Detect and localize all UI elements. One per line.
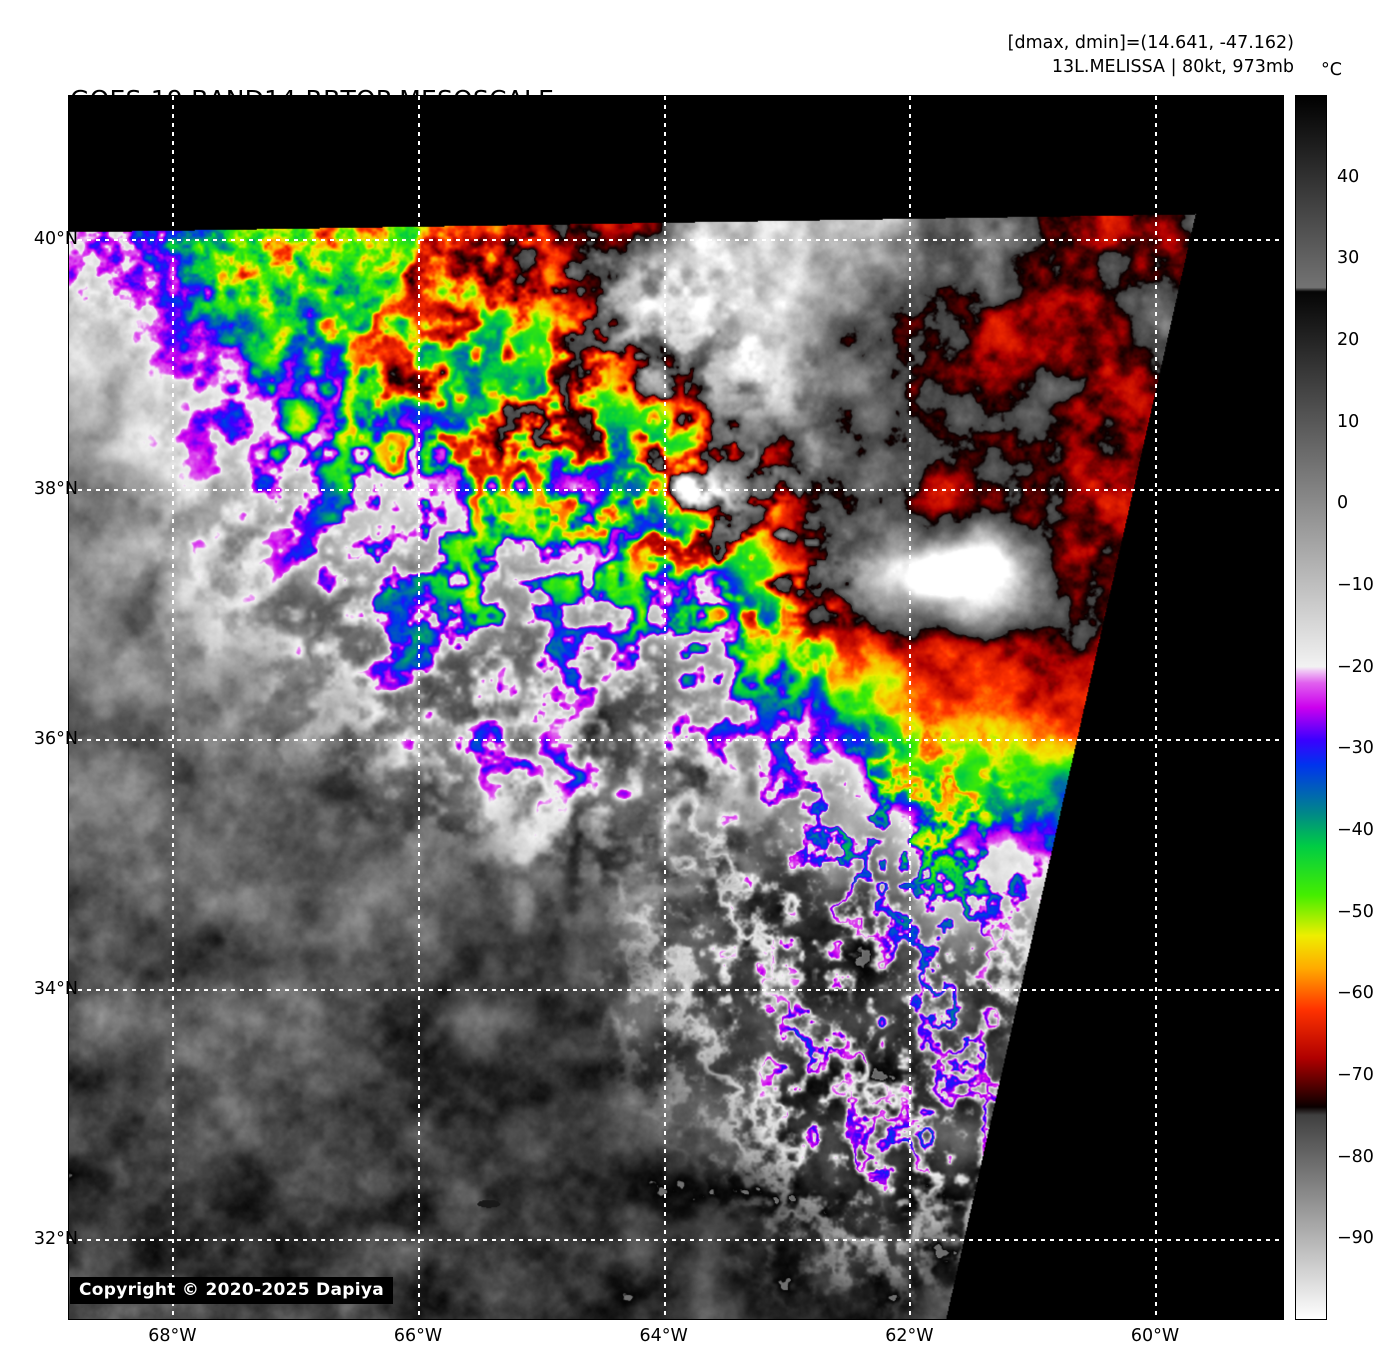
gridline-horizontal — [69, 1238, 1283, 1241]
colorbar-tick-label: −60 — [1337, 983, 1374, 1004]
gridline-horizontal — [69, 238, 1283, 241]
colorbar-tick-label: −80 — [1337, 1146, 1374, 1167]
latitude-tick-label: 32°N — [33, 1228, 78, 1249]
colorbar — [1295, 95, 1327, 1320]
colorbar-tick-label: 40 — [1337, 166, 1360, 187]
colorbar-tick-label: −70 — [1337, 1065, 1374, 1085]
colorbar-tick-label: −30 — [1337, 738, 1374, 759]
colorbar-gradient — [1296, 96, 1326, 1319]
colorbar-tick-label: 0 — [1337, 493, 1349, 514]
colorbar-tick-label: −90 — [1337, 1228, 1374, 1249]
latitude-tick-label: 36°N — [33, 728, 78, 749]
colorbar-tick-label: −50 — [1337, 901, 1374, 922]
annotation-block: [dmax, dmin]=(14.641, -47.162) 13L.MELIS… — [1008, 31, 1294, 79]
annotation-dmax-dmin: [dmax, dmin]=(14.641, -47.162) — [1007, 33, 1294, 53]
gridline-horizontal — [69, 488, 1283, 491]
latitude-tick-label: 34°N — [33, 978, 78, 999]
colorbar-tick-label: 20 — [1337, 330, 1360, 350]
gridline-vertical — [172, 96, 175, 1319]
gridline-horizontal — [69, 738, 1283, 741]
copyright-banner: Copyright © 2020-2025 Dapiya — [70, 1277, 393, 1304]
latitude-tick-label: 38°N — [33, 478, 78, 499]
gridline-vertical — [1155, 96, 1158, 1319]
satellite-image-plot — [68, 95, 1284, 1320]
longitude-tick-label: 66°W — [393, 1326, 443, 1346]
gridline-vertical — [418, 96, 421, 1319]
colorbar-unit-label: °C — [1321, 60, 1342, 80]
longitude-tick-label: 62°W — [885, 1326, 934, 1346]
annotation-storm-info: 13L.MELISSA | 80kt, 973mb — [1051, 57, 1294, 77]
longitude-tick-label: 64°W — [639, 1326, 688, 1346]
satellite-imagery-canvas — [69, 96, 1283, 1319]
longitude-tick-label: 68°W — [148, 1326, 197, 1346]
colorbar-tick-label: 30 — [1337, 248, 1360, 269]
gridline-vertical — [909, 96, 912, 1319]
colorbar-tick-label: −20 — [1337, 656, 1374, 677]
colorbar-tick-label: 10 — [1337, 411, 1360, 432]
latitude-tick-label: 40°N — [33, 228, 78, 249]
colorbar-tick-label: −10 — [1337, 575, 1374, 595]
colorbar-tick-label: −40 — [1337, 820, 1374, 840]
longitude-tick-label: 60°W — [1130, 1326, 1180, 1346]
gridline-horizontal — [69, 988, 1283, 991]
gridline-vertical — [663, 96, 666, 1319]
